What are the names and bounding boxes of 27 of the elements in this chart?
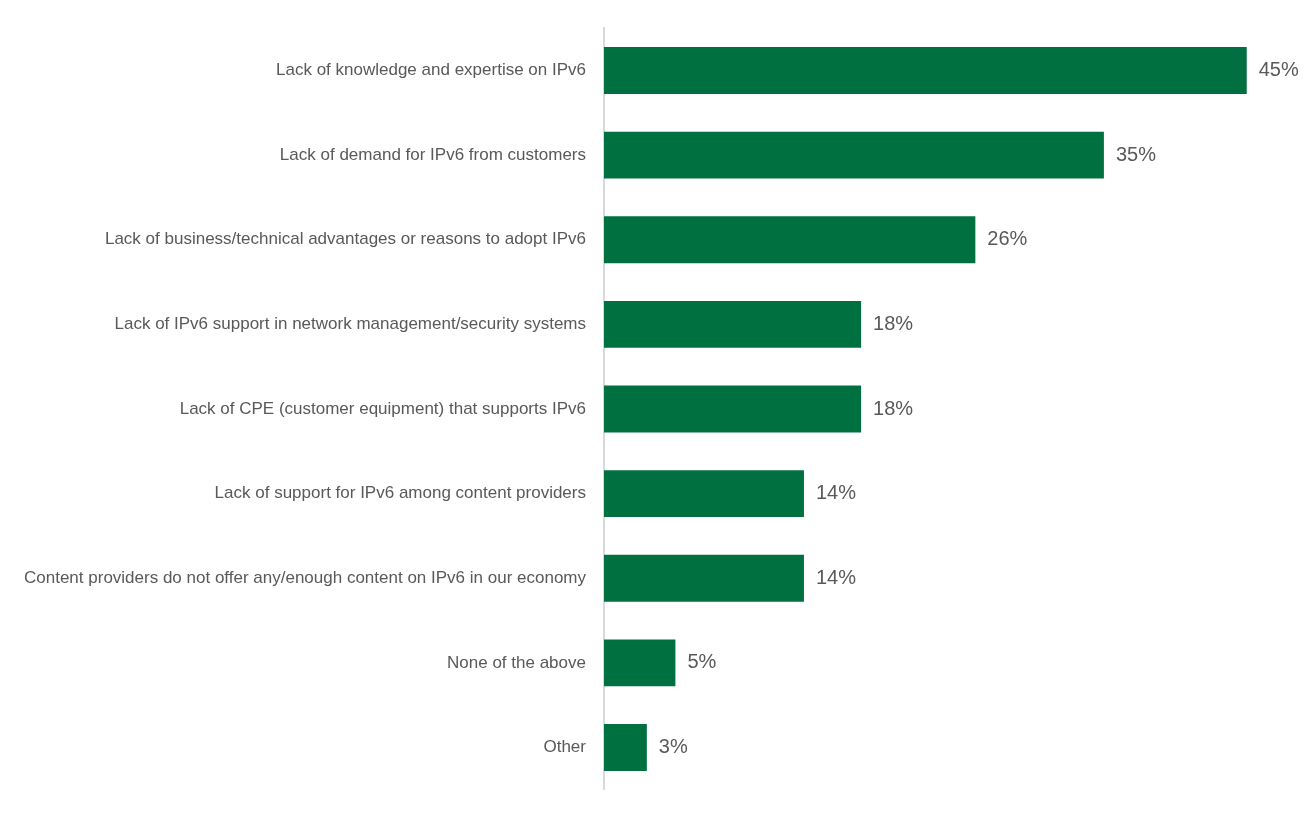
- bar: [604, 216, 976, 264]
- data-label: 3%: [658, 735, 688, 757]
- y-tick-label: Lack of CPE (customer equipment) that supports IPv6: [179, 398, 586, 418]
- data-label: 18%: [873, 396, 914, 419]
- data-label: 35%: [1115, 142, 1157, 165]
- y-tick-label: Content providers do not offer any/enough content on IPv6 in our economy: [24, 567, 587, 587]
- data-label: 5%: [687, 650, 717, 673]
- data-label: 45%: [1258, 58, 1299, 81]
- bar: [604, 300, 862, 348]
- bar: [604, 639, 676, 687]
- y-tick-label: Lack of support for IPv6 among content providers: [214, 483, 586, 503]
- y-tick-label: Lack of IPv6 support in network management/security systems: [114, 314, 586, 334]
- data-label: 14%: [815, 565, 857, 588]
- bar: [604, 385, 862, 433]
- y-tick-label: None of the above: [447, 652, 586, 672]
- y-tick-label: Lack of demand for IPv6 from customers: [279, 144, 586, 164]
- data-label: 14%: [815, 481, 857, 504]
- data-label: 26%: [987, 227, 1028, 250]
- bar: [604, 47, 1247, 94]
- bar: [604, 470, 804, 518]
- bar: [604, 131, 1104, 179]
- y-tick-label: Other: [543, 737, 587, 757]
- y-tick-label: Lack of business/technical advantages or reasons to adopt IPv6: [104, 229, 586, 249]
- bar: [604, 554, 804, 602]
- data-label: 18%: [873, 311, 914, 334]
- bar: [604, 724, 647, 771]
- y-tick-label: Lack of knowledge and expertise on IPv6: [276, 60, 586, 80]
